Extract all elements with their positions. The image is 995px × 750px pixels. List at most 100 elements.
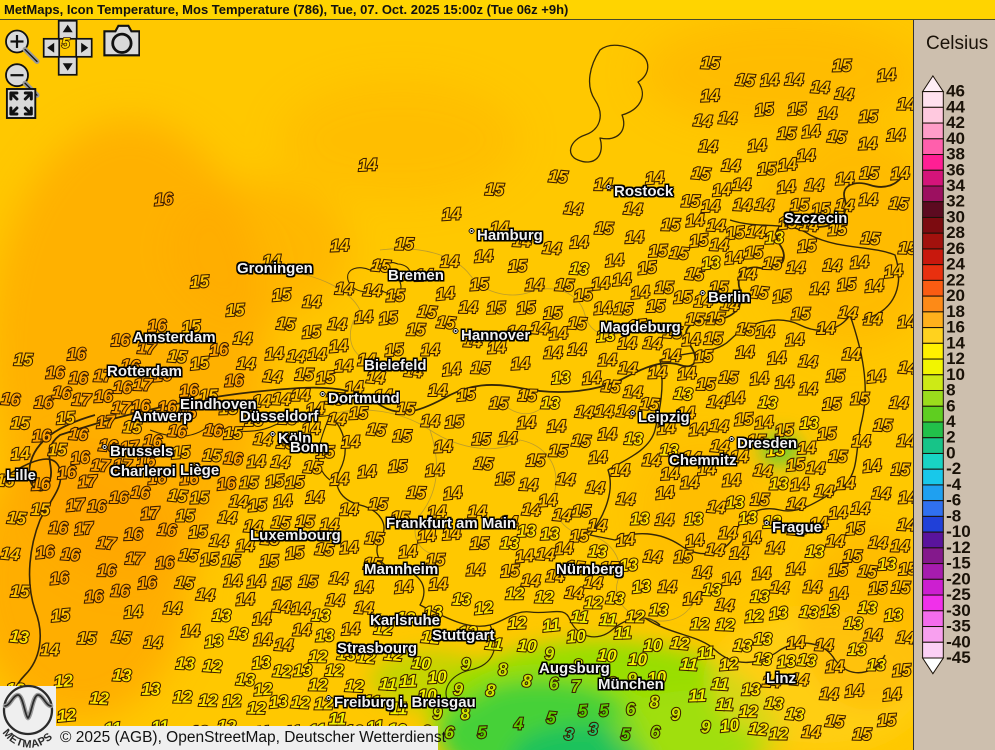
svg-text:14: 14 — [519, 475, 539, 495]
svg-text:12: 12 — [290, 693, 311, 713]
svg-text:6: 6 — [650, 722, 661, 742]
svg-text:14: 14 — [747, 135, 768, 155]
svg-text:15: 15 — [171, 442, 192, 462]
svg-text:14: 14 — [722, 471, 742, 491]
svg-text:14: 14 — [806, 458, 826, 478]
svg-text:15: 15 — [199, 549, 220, 569]
svg-text:15: 15 — [189, 353, 210, 374]
svg-text:14: 14 — [823, 256, 843, 276]
svg-text:13: 13 — [733, 636, 754, 656]
svg-text:15: 15 — [485, 180, 505, 200]
svg-text:15: 15 — [637, 258, 658, 279]
svg-text:8: 8 — [498, 660, 509, 679]
svg-text:14: 14 — [754, 412, 775, 432]
svg-text:14: 14 — [818, 104, 838, 123]
svg-text:15: 15 — [601, 376, 622, 396]
svg-text:16: 16 — [111, 331, 131, 350]
svg-text:15: 15 — [508, 256, 528, 276]
svg-text:14: 14 — [760, 70, 780, 90]
svg-text:15: 15 — [771, 286, 792, 307]
svg-text:14: 14 — [746, 222, 767, 242]
svg-text:16: 16 — [137, 573, 158, 593]
svg-text:13: 13 — [867, 656, 886, 675]
svg-text:15: 15 — [284, 543, 305, 564]
svg-text:14: 14 — [718, 523, 738, 542]
svg-text:5: 5 — [62, 35, 71, 52]
svg-text:14: 14 — [428, 381, 448, 400]
svg-text:15: 15 — [898, 239, 913, 259]
svg-text:15: 15 — [77, 629, 97, 648]
svg-text:14: 14 — [585, 477, 606, 498]
svg-text:16: 16 — [113, 378, 133, 397]
svg-text:15: 15 — [548, 167, 569, 188]
svg-text:15: 15 — [571, 431, 592, 452]
svg-text:13: 13 — [797, 650, 818, 671]
svg-text:15: 15 — [516, 298, 537, 318]
svg-text:12: 12 — [89, 689, 109, 709]
svg-text:14: 14 — [618, 334, 638, 353]
svg-text:15: 15 — [50, 605, 71, 626]
svg-text:14: 14 — [246, 452, 266, 472]
svg-text:14: 14 — [305, 488, 325, 507]
svg-text:16: 16 — [67, 344, 87, 364]
svg-text:15: 15 — [836, 275, 857, 295]
svg-text:16: 16 — [35, 542, 56, 563]
svg-text:13: 13 — [649, 600, 669, 619]
svg-text:14: 14 — [735, 342, 755, 362]
svg-text:14: 14 — [425, 460, 446, 480]
svg-text:15: 15 — [223, 424, 243, 443]
svg-text:13: 13 — [112, 665, 132, 685]
svg-text:14: 14 — [876, 65, 897, 86]
svg-text:14: 14 — [693, 111, 714, 132]
svg-text:13: 13 — [630, 509, 650, 529]
svg-text:13: 13 — [569, 259, 590, 279]
svg-text:12: 12 — [690, 614, 709, 633]
svg-text:16: 16 — [49, 568, 70, 589]
svg-text:15: 15 — [190, 488, 210, 508]
svg-text:14: 14 — [814, 481, 835, 501]
svg-text:13: 13 — [750, 587, 770, 606]
svg-text:14: 14 — [729, 544, 749, 563]
svg-text:15: 15 — [763, 254, 783, 274]
svg-text:14: 14 — [655, 510, 675, 530]
svg-text:15: 15 — [868, 579, 888, 599]
svg-text:14: 14 — [604, 250, 625, 271]
svg-text:14: 14 — [474, 246, 494, 266]
svg-text:10: 10 — [719, 715, 740, 736]
svg-text:15: 15 — [6, 508, 27, 528]
svg-text:12: 12 — [308, 675, 328, 694]
svg-text:14: 14 — [774, 372, 795, 392]
svg-text:15: 15 — [845, 519, 866, 539]
svg-text:12: 12 — [534, 587, 554, 607]
svg-text:12: 12 — [505, 584, 525, 603]
svg-text:13: 13 — [738, 508, 759, 529]
svg-text:16: 16 — [94, 387, 114, 407]
svg-text:14: 14 — [858, 134, 878, 154]
svg-text:14: 14 — [334, 356, 354, 376]
svg-text:15: 15 — [750, 490, 770, 509]
svg-text:14: 14 — [353, 307, 374, 327]
svg-text:15: 15 — [877, 710, 898, 730]
svg-text:15: 15 — [444, 412, 465, 432]
svg-text:14: 14 — [393, 577, 414, 598]
svg-text:14: 14 — [329, 568, 350, 588]
svg-text:13: 13 — [311, 606, 331, 626]
svg-text:16: 16 — [223, 449, 244, 469]
svg-text:14: 14 — [10, 444, 31, 464]
svg-text:14: 14 — [233, 329, 253, 349]
svg-text:16: 16 — [84, 587, 104, 607]
svg-text:11: 11 — [680, 655, 699, 675]
svg-text:14: 14 — [328, 336, 349, 356]
svg-text:14: 14 — [738, 264, 758, 283]
svg-text:17: 17 — [71, 390, 92, 410]
svg-text:15: 15 — [567, 314, 587, 334]
svg-text:14: 14 — [709, 416, 730, 436]
svg-text:15: 15 — [406, 483, 426, 503]
svg-text:14: 14 — [804, 175, 824, 195]
svg-text:14: 14 — [229, 492, 250, 512]
svg-text:15: 15 — [669, 243, 690, 264]
svg-text:14: 14 — [754, 195, 775, 216]
svg-text:12: 12 — [473, 598, 494, 619]
svg-text:14: 14 — [308, 345, 328, 364]
svg-text:12: 12 — [173, 688, 193, 707]
